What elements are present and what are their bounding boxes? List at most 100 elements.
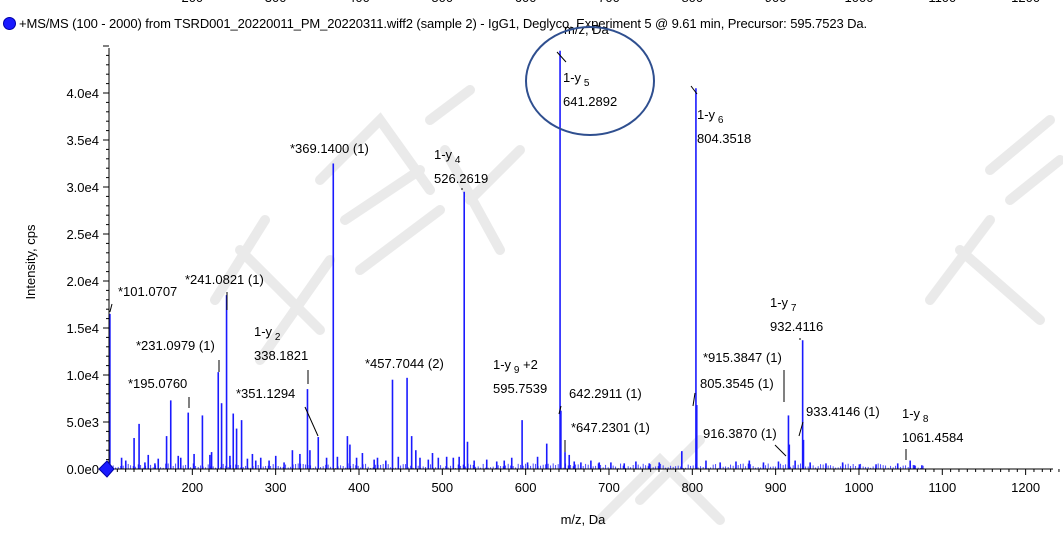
y-axis-label: Intensity, cps (23, 224, 38, 299)
peak-label: *915.3847 (1) (703, 350, 785, 402)
y-tick-label: 5.0e3 (66, 415, 99, 430)
peak-label: *101.0707 (109, 284, 177, 313)
y-tick-label: 0.0e0 (66, 462, 99, 477)
peak-label: *241.0821 (1) (185, 272, 264, 310)
x-tick-label: 900 (765, 480, 787, 495)
sample-marker-icon[interactable] (3, 16, 16, 30)
peak-label: 1-y 9 +2 595.7539 (493, 357, 547, 396)
highlight-circle (525, 26, 655, 136)
mz-label: 338.1821 (254, 348, 308, 363)
peak-label: *351.1294 (236, 386, 319, 437)
mz-label: *241.0821 (1) (185, 272, 264, 287)
peak-label: 1-y 4 526.2619 (434, 147, 488, 190)
mz-label: 1061.4584 (902, 430, 963, 445)
peak-label: 1-y 7 932.4116 (770, 295, 823, 340)
x-tick-label: 1200 (1011, 480, 1040, 495)
label-connector (690, 85, 698, 95)
ion-label: 1-y 7 (770, 295, 797, 314)
watermark (210, 85, 1063, 525)
label-connector (304, 406, 319, 437)
mz-label: *231.0979 (1) (136, 338, 215, 353)
top-tick-label: 700 (598, 0, 620, 5)
x-tick-label: 400 (348, 480, 370, 495)
peak-label: 933.4146 (1) (798, 404, 880, 437)
x-tick-label: 200 (181, 480, 203, 495)
ion-label: 1-y 2 (254, 324, 281, 343)
peak-label: 1-y 6 804.3518 (690, 85, 751, 146)
mz-label: *369.1400 (1) (290, 141, 369, 156)
peak-label: *647.2301 (1) (564, 420, 650, 452)
mz-label: 642.2911 (1) (569, 386, 642, 401)
mz-label: 804.3518 (697, 131, 751, 146)
x-axis-label: m/z, Da (561, 512, 607, 527)
peak-label: 805.3545 (1) (692, 376, 774, 407)
top-tick-label: 200 (181, 0, 203, 5)
mz-label: *915.3847 (1) (703, 350, 782, 365)
peak-label: 1-y 5 641.2892 (556, 51, 617, 109)
ion-label: 1-y 8 (902, 406, 929, 425)
mz-label: *101.0707 (118, 284, 177, 299)
peak-label: 1-y 2 338.1821 (254, 324, 309, 384)
ion-label: 1-y 4 (434, 147, 461, 166)
y-tick-label: 2.5e4 (66, 227, 99, 242)
top-tick-label: 1000 (845, 0, 874, 5)
spectrum-title-row: +MS/MS (100 - 2000) from TSRD001_2022001… (3, 15, 867, 31)
top-tick-label: 300 (265, 0, 287, 5)
x-tick-label: 800 (681, 480, 703, 495)
peak-annotations: *101.0707 *195.0760 *231.0979 (1) *241.0821… (109, 51, 963, 460)
top-tick-label: 1100 (928, 0, 956, 5)
ion-label: 1-y 6 (697, 107, 724, 126)
top-tick-label: 1200 (1011, 0, 1040, 5)
mz-label: 641.2892 (563, 94, 617, 109)
peak-label: 916.3870 (1) (703, 426, 787, 457)
x-tick-label: 600 (515, 480, 537, 495)
top-tick-label: 400 (348, 0, 370, 5)
label-connector (798, 421, 804, 437)
top-tick-label: 900 (765, 0, 787, 5)
peak-label: 1-y 8 1061.4584 (902, 406, 963, 460)
origin-marker-icon (98, 460, 115, 478)
peak-label: *457.7044 (2) (365, 356, 444, 371)
peak-label: *195.0760 (128, 376, 190, 408)
top-tick-label: 500 (431, 0, 453, 5)
mz-label: 933.4146 (1) (806, 404, 880, 419)
mz-label: 932.4116 (770, 319, 823, 334)
mz-label: *351.1294 (236, 386, 295, 401)
peak-label: 642.2911 (1) (558, 386, 642, 415)
mz-label: 805.3545 (1) (700, 376, 774, 391)
peak-label: *369.1400 (1) (290, 141, 369, 156)
label-connector (556, 51, 567, 63)
label-connector (774, 444, 787, 457)
x-tick-label: 300 (265, 480, 287, 495)
spectrum-title: +MS/MS (100 - 2000) from TSRD001_2022001… (19, 15, 868, 31)
mz-label: *647.2301 (1) (571, 420, 650, 435)
y-tick-label: 4.0e4 (66, 86, 99, 101)
label-connector (692, 392, 696, 407)
label-connector (558, 405, 562, 415)
label-connector (109, 303, 113, 313)
mz-label: 595.7539 (493, 381, 547, 396)
x-tick-label: 1000 (845, 480, 874, 495)
top-axis-clipped: 200 300 400 500 600 700 800 900 1000 1100 1200 (181, 0, 1040, 5)
peak-label: *231.0979 (1) (136, 338, 220, 372)
y-tick-label: 3.0e4 (66, 180, 99, 195)
y-tick-label: 2.0e4 (66, 274, 99, 289)
y-tick-label: 1.0e4 (66, 368, 99, 383)
x-tick-label: 1100 (928, 480, 956, 495)
x-tick-label: 500 (431, 480, 453, 495)
y-tick-label: 3.5e4 (66, 133, 99, 148)
top-tick-label: 600 (515, 0, 537, 5)
mz-label: 916.3870 (1) (703, 426, 777, 441)
top-axis-label: m/z, Da (564, 22, 609, 37)
axes: 200 300 400 500 600 700 800 900 1000 1100 1200 0.0e… (66, 45, 1060, 495)
mz-label: 526.2619 (434, 171, 488, 186)
top-tick-label: 800 (681, 0, 703, 5)
mz-label: *457.7044 (2) (365, 356, 444, 371)
x-tick-label: 700 (598, 480, 620, 495)
ion-label: 1-y 5 (563, 70, 590, 89)
y-tick-label: 1.5e4 (66, 321, 99, 336)
ion-label: 1-y 9 +2 (493, 357, 538, 376)
mz-label: *195.0760 (128, 376, 187, 391)
spectrum-peaks (109, 50, 924, 469)
